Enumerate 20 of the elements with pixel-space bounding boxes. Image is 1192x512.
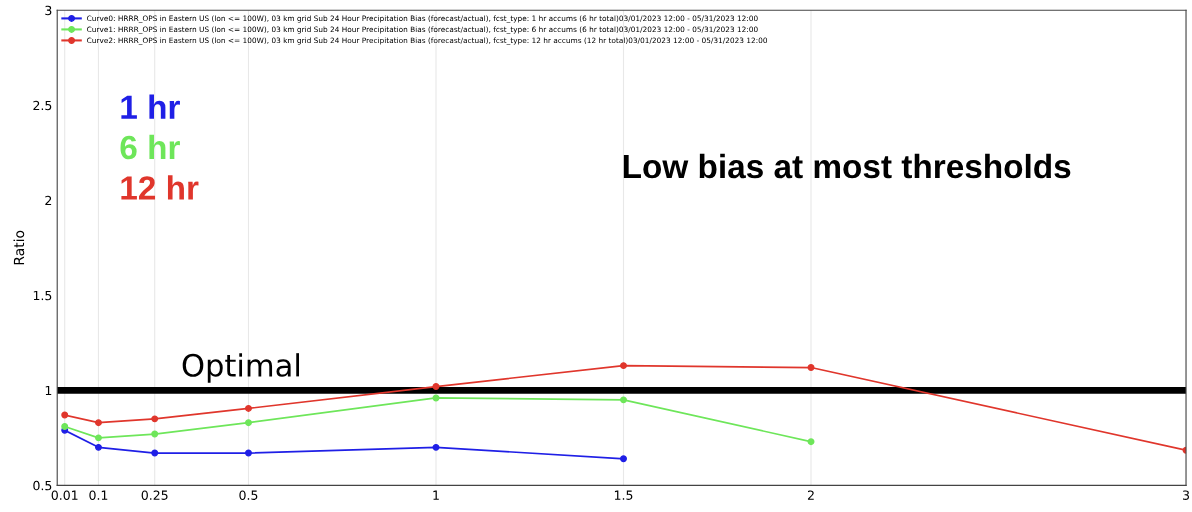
annotation: 1 hr (121, 94, 180, 119)
annotation: 12 hr (121, 175, 199, 200)
ref-line-label: Optimal (182, 353, 299, 383)
x-tick-label: 3 (1183, 490, 1190, 500)
y-tick-label: 1.5 (33, 290, 52, 301)
x-tick-label: 0.1 (89, 490, 108, 500)
y-tick-label: 3 (45, 5, 52, 16)
x-tick-label: 1 (433, 490, 439, 500)
y-tick-label: 0.5 (33, 480, 52, 491)
y-tick-label: 2 (45, 195, 52, 206)
x-tick-label: 2 (807, 490, 814, 500)
y-axis-title: Ratio (13, 230, 25, 265)
x-tick-label: 0.25 (141, 490, 168, 500)
x-tick-label: 1.5 (614, 490, 633, 500)
annotation: Low bias at most thresholds (623, 153, 1071, 179)
x-tick-label: 0.01 (51, 490, 78, 500)
annotation: 6 hr (120, 134, 180, 160)
y-tick-label: 2.5 (33, 100, 52, 111)
x-tick-label: 0.5 (239, 490, 258, 500)
y-tick-label: 1 (45, 385, 52, 396)
